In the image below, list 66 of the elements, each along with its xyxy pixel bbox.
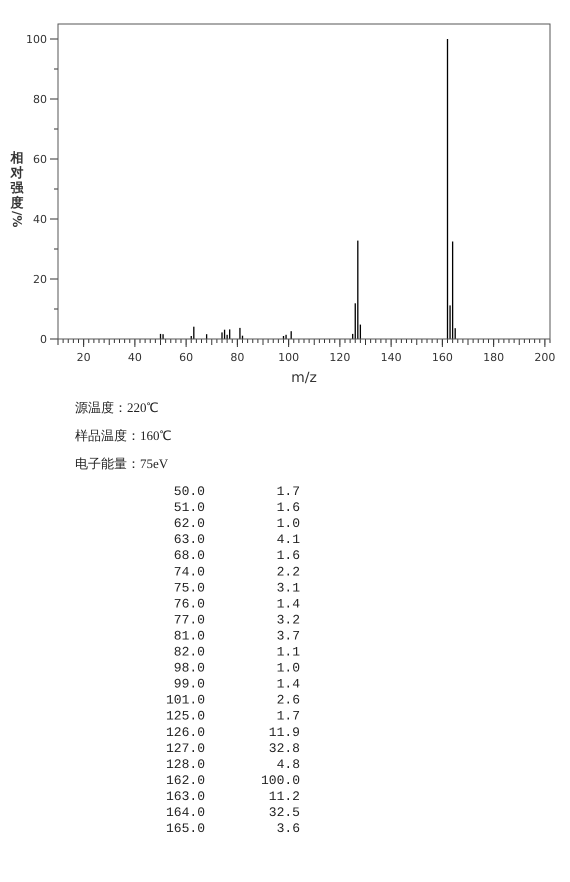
x-tick-label: 160 [432, 351, 453, 364]
text: 1.4 [276, 676, 300, 692]
text: 82.0 [174, 644, 205, 660]
text: 1.4 [276, 596, 300, 612]
text: 2.6 [276, 692, 300, 708]
text: 126.0 [166, 724, 205, 740]
y-tick-label: 80 [33, 93, 47, 106]
text: 81.0 [174, 628, 205, 644]
text: 101.0 [166, 692, 205, 708]
text: 32.5 [268, 805, 300, 820]
text: 3.6 [276, 821, 300, 836]
text: 源温度：220℃ [75, 400, 158, 415]
text: 11.9 [268, 724, 300, 740]
text: 51.0 [174, 500, 205, 516]
text: 63.0 [174, 532, 205, 548]
x-tick-label: 60 [179, 351, 194, 364]
text: 1.0 [276, 516, 300, 532]
text: 1.7 [276, 708, 300, 724]
x-tick-label: 100 [278, 351, 300, 364]
text: 164.0 [166, 805, 205, 820]
text: 50.0 [174, 484, 205, 499]
x-tick-label: 120 [329, 351, 350, 364]
text: 98.0 [174, 660, 205, 676]
text: 68.0 [174, 548, 205, 564]
text: 99.0 [174, 676, 205, 692]
y-tick-label: 60 [33, 153, 47, 166]
text: 1.1 [276, 644, 300, 660]
text: 样品温度：160℃ [75, 428, 172, 443]
text: 162.0 [166, 772, 205, 788]
text: 74.0 [174, 564, 205, 580]
text: 1.0 [276, 660, 300, 676]
y-tick-label: 0 [40, 333, 47, 346]
text: 32.8 [268, 740, 300, 756]
text: 3.2 [276, 612, 300, 628]
text: 4.1 [276, 532, 300, 548]
text: 76.0 [174, 596, 205, 612]
text: 4.8 [276, 756, 300, 772]
text: 电子能量：75eV [75, 456, 169, 471]
text: 3.1 [276, 580, 300, 596]
text: 163.0 [166, 788, 205, 804]
text: 75.0 [174, 580, 205, 596]
plot: 20 40 60 80 100 120 140 160 180 200 0 20 40 60 80 100 [26, 24, 556, 364]
text: 1.7 [276, 484, 300, 499]
text: 100.0 [260, 772, 300, 788]
text: 11.2 [268, 788, 300, 804]
text: 3.7 [276, 628, 300, 644]
y-tick-label: 20 [33, 273, 47, 286]
text: 77.0 [174, 612, 205, 628]
text: 1.6 [276, 500, 300, 516]
x-tick-label: 20 [76, 351, 91, 364]
x-tick-label: 40 [128, 351, 142, 364]
text: 125.0 [166, 708, 205, 724]
x-tick-label: 140 [380, 351, 402, 364]
text: 2.2 [276, 564, 300, 580]
x-tick-label: 180 [483, 351, 504, 364]
y-tick-label: 100 [26, 33, 47, 46]
text: 128.0 [166, 756, 205, 772]
text: 127.0 [166, 740, 205, 756]
y-tick-label: 40 [33, 213, 47, 226]
x-axis-title: m/z [291, 370, 317, 386]
x-tick-label: 80 [230, 351, 244, 364]
ylabel: 相对强度/% [10, 151, 24, 228]
text: 165.0 [166, 821, 205, 836]
text: 62.0 [174, 516, 205, 532]
x-tick-label: 200 [534, 351, 556, 364]
text: 1.6 [276, 548, 300, 564]
